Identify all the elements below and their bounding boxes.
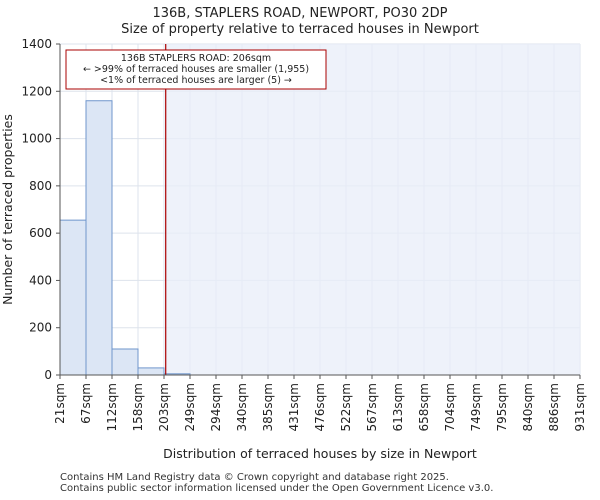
y-axis-label: Number of terraced properties	[0, 114, 15, 305]
chart-title: 136B, STAPLERS ROAD, NEWPORT, PO30 2DP	[152, 6, 448, 21]
y-tick-label: 1000	[21, 132, 52, 146]
y-tick-label: 1200	[21, 84, 52, 98]
annotation-line-3: <1% of terraced houses are larger (5) →	[100, 75, 292, 86]
x-tick-label: 931sqm	[573, 383, 587, 431]
y-tick-labels: 0 200 400 600 800 1000 1200 1400	[21, 37, 60, 382]
x-tick-label: 112sqm	[105, 383, 119, 431]
histogram-bar	[137, 367, 165, 376]
x-axis-label: Distribution of terraced houses by size …	[163, 446, 477, 461]
marker-annotation: 136B STAPLERS ROAD: 206sqm ← >99% of ter…	[65, 49, 327, 90]
chart-subtitle: Size of property relative to terraced ho…	[121, 22, 479, 37]
x-tick-label: 795sqm	[495, 383, 509, 431]
x-tick-label: 431sqm	[287, 383, 301, 431]
histogram-bar	[59, 219, 87, 376]
x-tick-label: 476sqm	[313, 383, 327, 431]
y-tick-label: 1400	[21, 37, 52, 51]
x-tick-label: 704sqm	[443, 383, 457, 431]
larger-region-highlight	[165, 44, 580, 375]
annotation-line-1: 136B STAPLERS ROAD: 206sqm	[121, 53, 271, 64]
y-tick-label: 200	[29, 321, 52, 335]
x-tick-label: 749sqm	[469, 383, 483, 431]
y-tick-label: 400	[29, 273, 52, 287]
histogram-bar	[111, 348, 139, 376]
y-tick-label: 0	[44, 368, 52, 382]
y-tick-label: 800	[29, 179, 52, 193]
footer-line-1: Contains HM Land Registry data © Crown c…	[60, 472, 449, 483]
histogram-chart: 0 200 400 600 800 1000 1200 1400 21sqm 67sqm 112s…	[0, 37, 587, 461]
x-tick-label: 522sqm	[339, 383, 353, 431]
y-tick-label: 600	[29, 226, 52, 240]
annotation-box	[65, 49, 327, 90]
x-tick-label: 567sqm	[365, 383, 379, 431]
x-tick-label: 67sqm	[79, 383, 93, 424]
x-tick-label: 249sqm	[183, 383, 197, 431]
x-tick-label: 385sqm	[261, 383, 275, 431]
x-tick-label: 886sqm	[547, 383, 561, 431]
x-tick-label: 21sqm	[53, 383, 67, 424]
x-tick-label: 340sqm	[235, 383, 249, 431]
histogram-bar	[85, 100, 113, 376]
x-tick-labels: 21sqm 67sqm 112sqm 158sqm 203sqm 249sqm 294sqm…	[53, 375, 587, 431]
x-tick-label: 158sqm	[131, 383, 145, 431]
x-tick-label: 658sqm	[417, 383, 431, 431]
x-tick-label: 840sqm	[521, 383, 535, 431]
annotation-line-2: ← >99% of terraced houses are smaller (1…	[83, 64, 309, 75]
x-tick-label: 294sqm	[209, 383, 223, 431]
footer-line-2: Contains public sector information licen…	[60, 483, 494, 494]
x-tick-label: 203sqm	[157, 383, 171, 431]
x-tick-label: 613sqm	[391, 383, 405, 431]
